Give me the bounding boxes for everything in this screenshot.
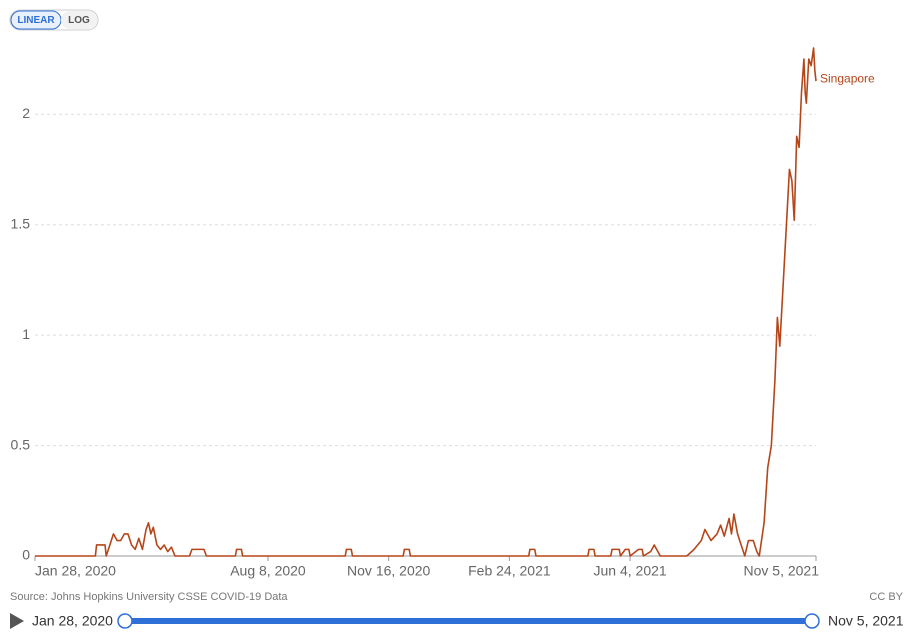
source-note: Source: Johns Hopkins University CSSE CO… xyxy=(10,591,288,603)
x-tick-label: Jun 4, 2021 xyxy=(594,563,667,579)
log-button-label[interactable]: LOG xyxy=(68,15,90,26)
series-label: Singapore xyxy=(820,71,875,85)
timeline-start: Jan 28, 2020 xyxy=(32,613,113,629)
plot: 0 0.5 1 1.5 2 Jan 28, 2020 Aug 8, 2020 Nov 16, … xyxy=(11,47,875,579)
timeline-track[interactable] xyxy=(125,618,812,624)
timeline-end: Nov 5, 2021 xyxy=(828,613,904,629)
x-tick-label: Nov 16, 2020 xyxy=(347,563,430,579)
timeline-start-handle[interactable] xyxy=(117,613,133,629)
y-tick-label: 1.5 xyxy=(11,215,31,231)
y-tick-label: 1 xyxy=(22,326,30,342)
timeline: Jan 28, 2020 Nov 5, 2021 xyxy=(10,613,904,629)
x-tick-label: Jan 28, 2020 xyxy=(35,563,116,579)
y-tick-label: 0 xyxy=(22,547,30,563)
y-tick-label: 0.5 xyxy=(11,436,31,452)
play-button[interactable] xyxy=(10,613,24,629)
x-tick-label: Nov 5, 2021 xyxy=(744,563,820,579)
data-line xyxy=(35,47,817,557)
timeline-end-handle[interactable] xyxy=(804,613,820,629)
log-button[interactable] xyxy=(61,11,97,29)
x-tick-label: Feb 24, 2021 xyxy=(468,563,551,579)
x-tick-label: Aug 8, 2020 xyxy=(230,563,306,579)
y-tick-label: 2 xyxy=(22,105,30,121)
license: CC BY xyxy=(869,591,903,603)
linear-button-label[interactable]: LINEAR xyxy=(17,15,55,26)
scale-toggle: LINEAR LOG xyxy=(9,9,99,31)
